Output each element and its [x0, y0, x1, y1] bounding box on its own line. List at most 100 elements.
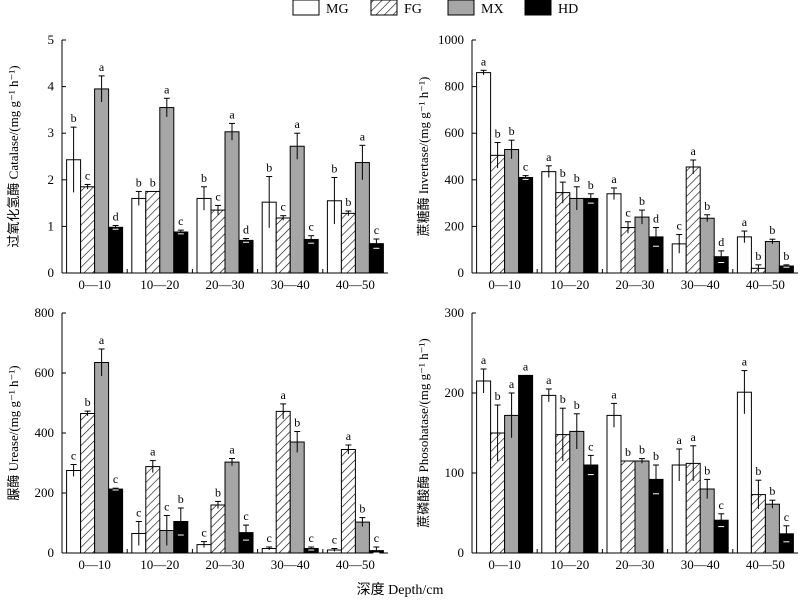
y-tick-label: 100: [445, 465, 465, 480]
significance-label: b: [574, 171, 580, 185]
significance-label: b: [495, 127, 501, 141]
significance-label: c: [784, 510, 789, 524]
significance-label: c: [719, 498, 724, 512]
y-tick-label: 0: [458, 545, 465, 560]
y-tick-label: 1000: [438, 32, 464, 47]
y-tick-label: 0: [458, 265, 465, 280]
y-tick-label: 600: [35, 365, 55, 380]
significance-label: c: [374, 223, 379, 237]
significance-label: b: [560, 392, 566, 406]
x-tick-label: 10—20: [140, 277, 179, 292]
bar-fg: [275, 410, 291, 554]
bar-mg: [476, 72, 492, 274]
y-tick-label: 5: [48, 32, 55, 47]
significance-label: b: [769, 223, 775, 237]
y-tick-label: 300: [445, 305, 465, 320]
panel-invertase: 0 200 400 600 800 1000 蔗糖酶 Invertase/(mg g⁻¹ h…: [416, 32, 798, 292]
x-tick-label: 0—10: [78, 557, 111, 572]
significance-label: c: [309, 531, 314, 545]
bar-hd: [518, 176, 534, 274]
significance-label: a: [99, 60, 105, 74]
significance-label: c: [178, 214, 183, 228]
significance-label: a: [546, 373, 552, 387]
significance-label: b: [783, 249, 789, 263]
bar-hd: [173, 231, 189, 274]
significance-label: c: [215, 189, 220, 203]
bar-fg: [620, 227, 636, 274]
y-tick-label: 200: [35, 485, 55, 500]
bar-mg: [606, 193, 622, 274]
bar-mx: [504, 149, 520, 274]
significance-label: c: [267, 531, 272, 545]
significance-label: b: [769, 484, 775, 498]
bar-mg: [131, 197, 147, 274]
significance-label: a: [523, 359, 529, 373]
x-tick-label: 40—50: [336, 557, 375, 572]
significance-label: a: [99, 333, 105, 347]
significance-label: a: [295, 117, 301, 131]
x-tick-label: 40—50: [746, 557, 785, 572]
x-tick-label: 30—40: [681, 277, 720, 292]
significance-label: a: [229, 443, 235, 457]
significance-label: c: [309, 220, 314, 234]
significance-label: d: [718, 235, 724, 249]
bar-mg: [541, 394, 557, 554]
significance-label: a: [481, 54, 487, 68]
legend-swatch-hd: [524, 0, 552, 16]
bar-mg: [66, 470, 82, 554]
significance-label: b: [215, 485, 221, 499]
bar-fg: [275, 217, 291, 274]
bar-mx: [224, 131, 240, 274]
bar-fg: [685, 166, 701, 274]
bar-mg: [736, 391, 752, 554]
significance-label: c: [243, 509, 248, 523]
x-tick-label: 30—40: [271, 277, 310, 292]
x-tick-label: 30—40: [271, 557, 310, 572]
significance-label: c: [281, 200, 286, 214]
y-tick-label: 4: [48, 79, 55, 94]
y-tick-label: 0: [48, 545, 55, 560]
legend-label-hd: HD: [558, 2, 578, 17]
significance-label: b: [509, 124, 515, 138]
bar-mx: [94, 362, 110, 554]
significance-label: b: [495, 389, 501, 403]
bar-fg: [620, 460, 636, 554]
significance-label: b: [653, 449, 659, 463]
legend-label-mg: MG: [326, 2, 349, 17]
bar-mx: [354, 521, 370, 554]
significance-label: b: [71, 111, 77, 125]
bar-mx: [764, 241, 780, 274]
significance-label: b: [359, 502, 365, 516]
significance-label: b: [201, 171, 207, 185]
significance-label: c: [332, 533, 337, 547]
significance-label: b: [755, 464, 761, 478]
x-tick-label: 20—30: [206, 277, 245, 292]
y-axis-title: 蔗磷酸酶 Phosohatase/(mg g⁻¹ h⁻¹): [416, 338, 431, 527]
significance-label: c: [625, 206, 630, 220]
significance-label: c: [677, 219, 682, 233]
legend-swatch-mg: [292, 0, 320, 16]
significance-label: a: [229, 107, 235, 121]
legend: MG FG MX HD: [292, 0, 578, 17]
significance-label: b: [755, 249, 761, 263]
legend-label-mx: MX: [481, 2, 504, 17]
significance-label: a: [509, 377, 515, 391]
x-tick-label: 20—30: [206, 557, 245, 572]
bar-fg: [210, 209, 226, 274]
significance-label: b: [704, 463, 710, 477]
significance-label: c: [113, 472, 118, 486]
significance-label: a: [691, 144, 697, 158]
bar-hd: [518, 374, 534, 554]
x-tick-label: 40—50: [746, 277, 785, 292]
y-tick-label: 2: [48, 172, 55, 187]
bar-fg: [80, 186, 96, 274]
significance-label: a: [691, 430, 697, 444]
x-tick-label: 40—50: [336, 277, 375, 292]
y-tick-label: 600: [445, 125, 465, 140]
bar-mx: [634, 216, 650, 274]
bar-hd: [108, 488, 124, 554]
significance-label: b: [625, 445, 631, 459]
significance-label: a: [546, 150, 552, 164]
